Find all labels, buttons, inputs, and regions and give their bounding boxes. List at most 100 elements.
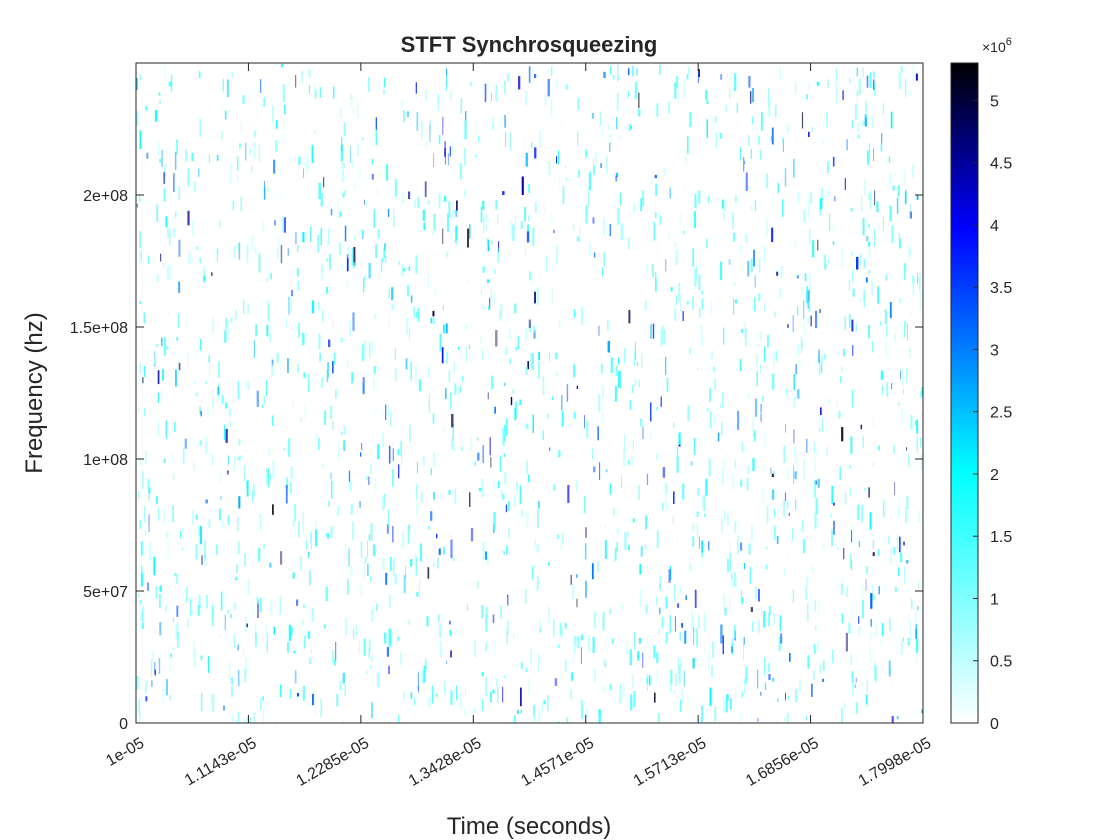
heatmap-cell bbox=[868, 269, 871, 274]
heatmap-cell bbox=[794, 82, 797, 95]
heatmap-cell bbox=[199, 257, 202, 264]
heatmap-cell bbox=[750, 149, 752, 159]
heatmap-cell bbox=[463, 190, 465, 197]
heatmap-cell bbox=[328, 500, 330, 507]
heatmap-cell bbox=[903, 637, 904, 642]
heatmap-cell bbox=[694, 589, 697, 608]
heatmap-cell bbox=[870, 631, 872, 639]
heatmap-cell bbox=[255, 632, 257, 647]
heatmap-cell bbox=[397, 636, 400, 642]
heatmap-cell bbox=[237, 456, 239, 461]
heatmap-cell bbox=[310, 532, 312, 544]
heatmap-cell bbox=[851, 389, 854, 408]
heatmap-cell bbox=[198, 71, 201, 79]
heatmap-cell bbox=[776, 720, 778, 723]
heatmap-cell bbox=[828, 398, 831, 405]
heatmap-cell bbox=[260, 698, 262, 711]
heatmap-cell bbox=[915, 648, 918, 663]
heatmap-cell bbox=[706, 407, 709, 412]
heatmap-cell bbox=[704, 513, 706, 517]
heatmap-cell bbox=[485, 212, 488, 231]
heatmap-cell bbox=[478, 136, 479, 142]
heatmap-cell bbox=[725, 694, 728, 713]
heatmap-cell bbox=[638, 637, 642, 644]
heatmap-cell bbox=[432, 317, 435, 325]
heatmap-cell bbox=[561, 410, 564, 427]
heatmap-cell bbox=[713, 366, 715, 372]
heatmap-cell bbox=[532, 325, 536, 333]
heatmap-cell bbox=[581, 306, 584, 325]
heatmap-cell bbox=[227, 609, 230, 615]
heatmap-cell bbox=[416, 591, 419, 597]
heatmap-cell bbox=[272, 460, 275, 479]
heatmap-cell bbox=[148, 514, 150, 532]
heatmap-cell bbox=[352, 158, 354, 167]
heatmap-cell bbox=[681, 623, 683, 628]
heatmap-cell bbox=[865, 694, 868, 704]
heatmap-cell bbox=[166, 679, 168, 696]
heatmap-cell bbox=[391, 287, 394, 301]
heatmap-cell bbox=[751, 525, 753, 542]
heatmap-cell bbox=[310, 531, 312, 550]
heatmap-cell bbox=[638, 92, 640, 108]
heatmap-cell bbox=[220, 472, 222, 484]
heatmap-cell bbox=[431, 230, 433, 236]
heatmap-cell bbox=[456, 200, 458, 211]
heatmap-cell bbox=[145, 450, 147, 464]
heatmap-cell bbox=[815, 310, 818, 329]
heatmap-cell bbox=[159, 622, 162, 636]
heatmap-cell bbox=[415, 311, 418, 319]
heatmap-cell bbox=[544, 202, 546, 214]
heatmap-cell bbox=[394, 347, 396, 360]
heatmap-cell bbox=[603, 252, 605, 266]
heatmap-cell bbox=[148, 487, 151, 494]
heatmap-cell bbox=[673, 422, 675, 428]
heatmap-cell bbox=[915, 638, 919, 653]
heatmap-cell bbox=[253, 141, 256, 160]
heatmap-cell bbox=[453, 443, 455, 453]
heatmap-cell bbox=[650, 402, 652, 422]
heatmap-cell bbox=[616, 117, 618, 130]
heatmap-cell bbox=[286, 477, 289, 489]
heatmap-cell bbox=[686, 300, 689, 305]
heatmap-cell bbox=[384, 243, 386, 251]
heatmap-cell bbox=[525, 152, 528, 167]
heatmap-cell bbox=[905, 189, 907, 205]
heatmap-cell bbox=[364, 274, 366, 288]
heatmap-cell bbox=[603, 659, 606, 666]
heatmap-cell bbox=[431, 685, 434, 704]
heatmap-cell bbox=[558, 320, 561, 328]
heatmap-cell bbox=[230, 677, 233, 685]
heatmap-cell bbox=[506, 545, 508, 555]
heatmap-cell bbox=[352, 262, 356, 269]
heatmap-cell bbox=[251, 235, 254, 250]
heatmap-cell bbox=[155, 496, 158, 504]
heatmap-cell bbox=[359, 168, 361, 179]
heatmap-cell bbox=[324, 410, 326, 425]
heatmap-cell bbox=[826, 446, 828, 456]
heatmap-cell bbox=[547, 695, 549, 712]
heatmap-cell bbox=[669, 187, 671, 199]
heatmap-cell bbox=[565, 165, 567, 169]
heatmap-cell bbox=[815, 498, 818, 514]
heatmap-cell bbox=[178, 239, 181, 257]
heatmap-cell bbox=[286, 318, 287, 328]
heatmap-cell bbox=[417, 672, 419, 690]
heatmap-cell bbox=[780, 633, 783, 644]
heatmap-cell bbox=[547, 414, 549, 419]
heatmap-cell bbox=[570, 673, 573, 680]
heatmap-cell bbox=[154, 110, 158, 122]
heatmap-cell bbox=[291, 626, 293, 636]
heatmap-cell bbox=[754, 275, 756, 288]
heatmap-cell bbox=[859, 499, 860, 510]
heatmap-cell bbox=[573, 223, 575, 230]
heatmap-cell bbox=[533, 330, 536, 339]
heatmap-cell bbox=[145, 106, 148, 111]
heatmap-cell bbox=[551, 100, 553, 117]
heatmap-cell bbox=[677, 657, 679, 674]
heatmap-cell bbox=[136, 77, 138, 90]
heatmap-cell bbox=[899, 298, 901, 304]
heatmap-cell bbox=[370, 464, 372, 474]
heatmap-cell bbox=[223, 589, 225, 608]
heatmap-cell bbox=[163, 458, 166, 463]
